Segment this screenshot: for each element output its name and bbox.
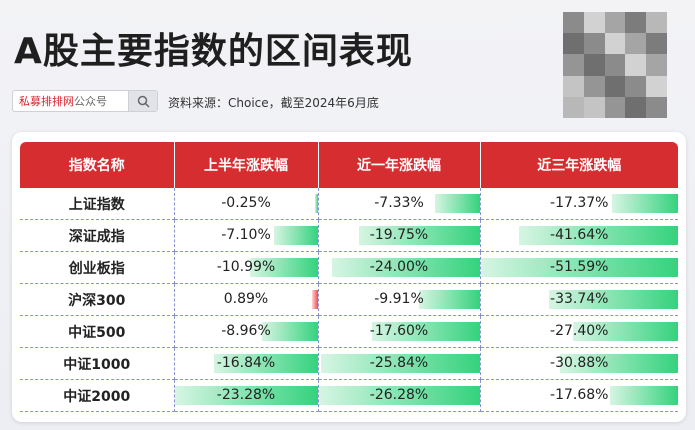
cell-y3: -17.68% xyxy=(480,379,678,412)
value-bar xyxy=(559,354,678,373)
value-bar xyxy=(318,386,480,405)
value-text: -23.28% xyxy=(216,387,276,403)
value-text: -24.00% xyxy=(369,259,429,275)
cell-y3: -33.74% xyxy=(480,283,678,316)
account-name: 私募排排网公众号 xyxy=(19,95,107,108)
value-bar xyxy=(315,194,318,213)
value-text: -7.33% xyxy=(374,195,424,211)
value-text: -33.74% xyxy=(550,291,609,307)
value-bar xyxy=(371,322,480,341)
cell-y1: -24.00% xyxy=(318,251,481,284)
cell-y3: -30.88% xyxy=(480,347,678,380)
value-text: -7.10% xyxy=(221,227,271,243)
value-bar xyxy=(262,322,318,341)
cell-y3: -41.64% xyxy=(480,219,678,252)
cell-y3: -17.37% xyxy=(480,188,678,220)
value-bar xyxy=(480,258,678,277)
index-performance-table: 指数名称 上半年涨跌幅 近一年涨跌幅 近三年涨跌幅 上证指数 -0.25% -7.3… xyxy=(20,142,678,412)
header-1y: 近一年涨跌幅 xyxy=(318,142,481,188)
cell-y1: -17.60% xyxy=(318,315,481,348)
page-title: A股主要指数的区间表现 xyxy=(14,31,413,72)
index-name: 中证1000 xyxy=(20,347,175,380)
value-bar xyxy=(273,226,318,245)
value-bar xyxy=(418,290,480,309)
data-source: 资料来源：Choice，截至2024年6月底 xyxy=(168,96,379,110)
search-button[interactable] xyxy=(128,91,157,111)
table-row: 创业板指 -10.99% -24.00% -51.59% xyxy=(20,251,678,284)
cell-h1: -10.99% xyxy=(174,251,319,284)
value-text: -17.60% xyxy=(369,323,429,339)
index-name: 沪深300 xyxy=(20,283,175,316)
cell-h1: 0.89% xyxy=(174,283,319,316)
value-bar xyxy=(548,290,678,309)
cell-y3: -27.40% xyxy=(480,315,678,348)
value-text: -17.68% xyxy=(550,387,609,403)
value-text: -9.91% xyxy=(374,291,424,307)
value-text: -19.75% xyxy=(369,227,429,243)
value-bar xyxy=(312,290,318,309)
value-bar xyxy=(214,354,318,373)
cell-y1: -7.33% xyxy=(318,188,481,220)
value-bar xyxy=(332,258,480,277)
cell-y1: -26.28% xyxy=(318,379,481,412)
magnifier-icon xyxy=(137,95,150,108)
cell-h1: -0.25% xyxy=(174,188,319,220)
value-text: -51.59% xyxy=(550,259,609,275)
value-text: -30.88% xyxy=(550,355,609,371)
cell-h1: -7.10% xyxy=(174,219,319,252)
cell-h1: -23.28% xyxy=(174,379,319,412)
table-row: 中证1000 -16.84% -25.84% -30.88% xyxy=(20,347,678,380)
value-text: 0.89% xyxy=(223,291,269,307)
cell-y1: -19.75% xyxy=(318,219,481,252)
value-bar xyxy=(250,258,318,277)
header-index-name: 指数名称 xyxy=(20,142,175,188)
value-text: -0.25% xyxy=(221,195,271,211)
table-row: 沪深300 0.89% -9.91% -33.74% xyxy=(20,283,678,316)
table-row: 中证2000 -23.28% -26.28% -17.68% xyxy=(20,379,678,412)
value-text: -16.84% xyxy=(216,355,276,371)
value-bar xyxy=(518,226,678,245)
value-text: -10.99% xyxy=(216,259,276,275)
index-name: 深证成指 xyxy=(20,219,175,252)
value-bar xyxy=(610,386,678,405)
index-name: 中证500 xyxy=(20,315,175,348)
index-name: 上证指数 xyxy=(20,188,175,220)
index-name: 中证2000 xyxy=(20,379,175,412)
value-text: -27.40% xyxy=(550,323,609,339)
index-name: 创业板指 xyxy=(20,251,175,284)
value-bar xyxy=(573,322,678,341)
value-text: -26.28% xyxy=(369,387,429,403)
cell-h1: -16.84% xyxy=(174,347,319,380)
table-row: 中证500 -8.96% -17.60% -27.40% xyxy=(20,315,678,348)
value-text: -25.84% xyxy=(369,355,429,371)
value-text: -17.37% xyxy=(550,195,609,211)
value-bar xyxy=(358,226,480,245)
value-text: -8.96% xyxy=(221,323,271,339)
cell-y1: -9.91% xyxy=(318,283,481,316)
search-box[interactable]: 私募排排网公众号 xyxy=(12,90,158,112)
table-row: 深证成指 -7.10% -19.75% -41.64% xyxy=(20,219,678,252)
value-bar xyxy=(321,354,480,373)
value-bar xyxy=(611,194,678,213)
table-row: 上证指数 -0.25% -7.33% -17.37% xyxy=(20,188,678,220)
cell-h1: -8.96% xyxy=(174,315,319,348)
cell-y1: -25.84% xyxy=(318,347,481,380)
value-bar xyxy=(174,386,318,405)
cell-y3: -51.59% xyxy=(480,251,678,284)
header-3y: 近三年涨跌幅 xyxy=(480,142,678,188)
value-bar xyxy=(434,194,480,213)
qr-code-icon xyxy=(563,12,667,118)
header-h1: 上半年涨跌幅 xyxy=(174,142,319,188)
table-card: 指数名称 上半年涨跌幅 近一年涨跌幅 近三年涨跌幅 上证指数 -0.25% -7.3… xyxy=(12,132,686,422)
value-text: -41.64% xyxy=(550,227,609,243)
